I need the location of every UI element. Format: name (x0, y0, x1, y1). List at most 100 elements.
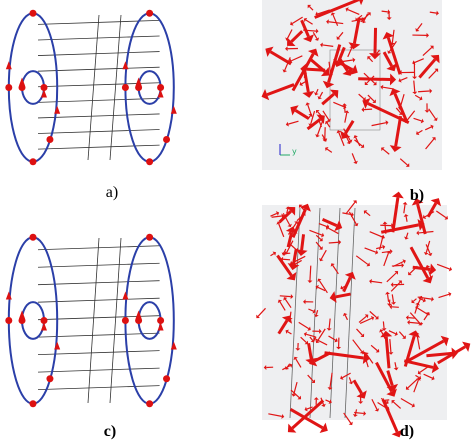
field-vector (425, 138, 435, 150)
field-vector-head (285, 329, 289, 334)
field-vector-head (385, 291, 391, 295)
field-vector (324, 351, 364, 360)
field-vector (284, 298, 292, 309)
field-vector (318, 280, 328, 294)
field-vector-head (315, 28, 319, 34)
current-arrow (170, 105, 177, 114)
wire (37, 113, 160, 119)
wire (37, 129, 160, 134)
field-vector (394, 115, 403, 147)
field-vector-head (418, 321, 422, 326)
field-vector (400, 397, 413, 406)
field-vector-head (436, 10, 439, 16)
field-vector (413, 117, 422, 122)
coil-node (46, 375, 54, 383)
field-vector (348, 377, 352, 383)
coil-node (18, 84, 26, 91)
field-vector-head (369, 278, 372, 284)
field-vector (306, 406, 313, 410)
field-vector-head (389, 248, 393, 254)
field-vector-head (362, 96, 366, 101)
field-vector (380, 223, 420, 234)
field-vector (289, 408, 324, 430)
field-vector (414, 58, 424, 64)
field-vector-head (275, 211, 280, 216)
field-vector (352, 379, 363, 395)
field-vector-head (322, 80, 335, 89)
field-vector-head (412, 76, 418, 80)
field-vector-head (287, 317, 293, 321)
wire (37, 297, 160, 303)
field-vector-head (405, 386, 410, 390)
field-vector-head (398, 280, 402, 285)
field-vector-head (391, 429, 403, 438)
field-vector (291, 55, 303, 62)
current-arrow (5, 291, 12, 300)
field-vector (315, 234, 322, 240)
field-vector-head (414, 332, 420, 336)
field-vector (417, 307, 430, 316)
field-vector (326, 148, 333, 153)
field-vector-head (315, 11, 319, 17)
wire (289, 207, 301, 419)
wire (37, 144, 160, 150)
field-vector (290, 389, 300, 398)
field-vector-head (389, 145, 402, 153)
field-vector-head (336, 36, 341, 40)
field-vector (286, 240, 294, 253)
coil-node (135, 84, 143, 91)
field-vector (342, 284, 348, 289)
field-vector (326, 122, 331, 128)
field-vector-head (310, 338, 315, 343)
field-vector (405, 232, 409, 238)
field-vector-head (382, 244, 386, 250)
field-vector-head (407, 319, 410, 325)
field-vector (317, 286, 326, 292)
field-vector (363, 353, 369, 368)
wire (37, 280, 160, 286)
current-arrow (54, 105, 61, 114)
current-arrow (54, 341, 61, 350)
field-vector-head (431, 361, 439, 374)
field-vector-head (340, 285, 344, 290)
field-vector (312, 31, 318, 39)
field-vector-head (374, 408, 380, 412)
field-vector (269, 50, 292, 66)
field-vector (423, 373, 433, 379)
current-arrow (135, 310, 142, 319)
wire (309, 207, 321, 419)
field-vector-head (386, 63, 397, 72)
field-vector-head (386, 383, 399, 392)
current-arrow (135, 77, 142, 86)
field-vector-head (417, 370, 422, 375)
field-vector-head (425, 264, 431, 269)
field-vector (363, 13, 369, 22)
field-vector (352, 339, 363, 352)
field-vector-head (462, 341, 471, 352)
coil-node (29, 158, 37, 166)
field-vector-head (374, 249, 379, 255)
field-vector-head (340, 375, 344, 380)
field-vector (342, 212, 352, 216)
field-vector-head (313, 397, 319, 400)
field-vector (266, 83, 295, 97)
field-vector (377, 402, 388, 410)
field-vector (344, 134, 350, 143)
field-vector (347, 47, 353, 58)
field-vector (384, 336, 391, 369)
field-vector-head (430, 45, 434, 50)
field-vector (286, 363, 290, 368)
current-arrow (122, 61, 129, 70)
field-vector (364, 247, 377, 253)
panel-a (5, 9, 177, 166)
field-vector-head (319, 422, 328, 433)
field-vector-head (389, 88, 401, 97)
field-vector-head (328, 399, 332, 404)
field-vector (316, 120, 324, 136)
field-vector-head (290, 105, 299, 116)
field-vector (291, 399, 325, 430)
coil-node (135, 317, 143, 324)
field-vector (409, 246, 430, 279)
field-vector (319, 91, 324, 98)
